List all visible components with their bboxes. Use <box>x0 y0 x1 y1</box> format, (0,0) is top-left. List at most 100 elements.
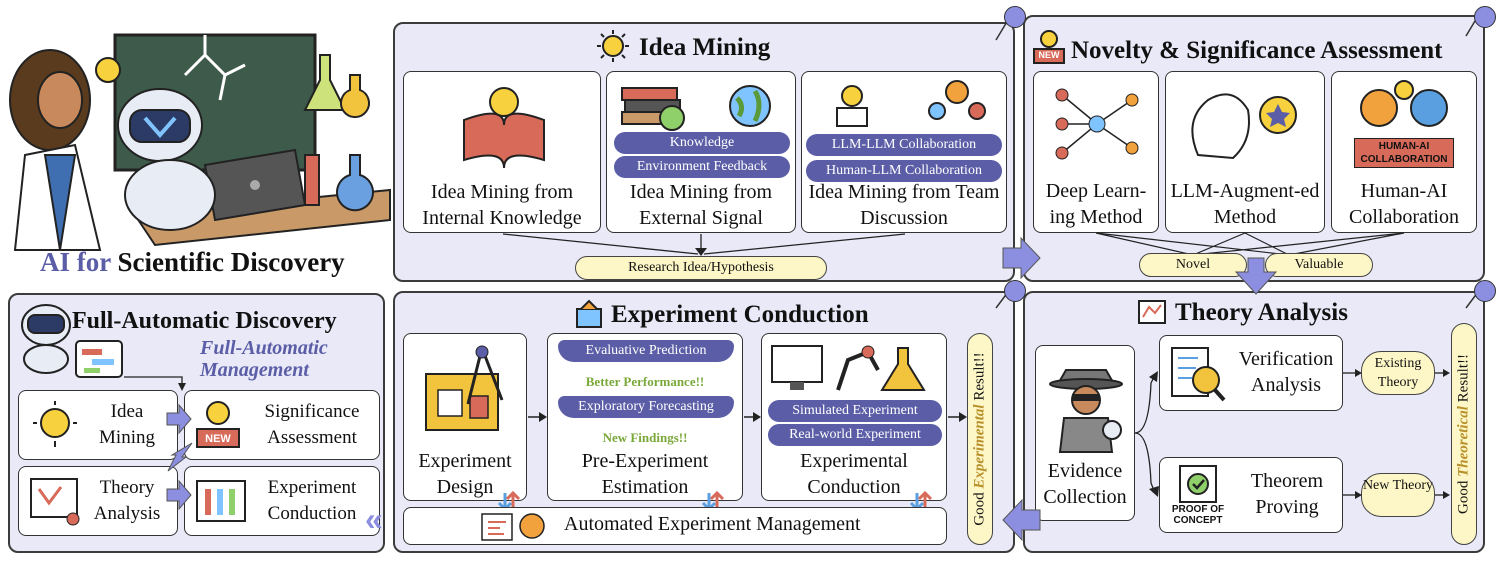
new-badge-icon: NEW <box>1032 29 1066 65</box>
experiment-title: Experiment Conduction <box>611 301 869 328</box>
hero-main-title: Scientific Discovery <box>117 247 345 277</box>
evidence-label: Evidence Collection <box>1043 460 1127 508</box>
detective-icon <box>1046 354 1126 454</box>
tag-evaluative-prediction: Evaluative Prediction <box>558 340 734 362</box>
robot-icon <box>18 303 76 375</box>
significance-new-icon: NEW <box>193 397 243 453</box>
full-auto-panel: Full-Automatic Discovery Full-Automatic … <box>8 293 385 553</box>
idea-mining-icon <box>595 28 631 64</box>
connector-dot <box>1004 6 1026 28</box>
module-theory-analysis-label: Theory Analysis <box>93 477 161 524</box>
theory-icon <box>1137 297 1169 329</box>
novelty-title: Novelty & Significance Assessment <box>1071 37 1443 64</box>
novelty-card-llm-label: LLM-Augment-ed Method <box>1170 180 1320 228</box>
theoretical-result-badge: Good Theoretical Result!! <box>1451 323 1477 545</box>
globe-icon <box>725 76 775 131</box>
hero-prefix: AI for <box>40 247 111 277</box>
hero-illustration <box>5 15 391 251</box>
pre-experiment-card: Evaluative Prediction Better Performance… <box>547 333 743 501</box>
books-check-icon <box>617 78 687 133</box>
theory-board-icon <box>27 473 83 529</box>
proof-badge-text: PROOF OF CONCEPT <box>1171 504 1225 526</box>
novelty-card-human-ai: HUMAN-AI COLLABORATION Human-AI Collabor… <box>1331 71 1477 233</box>
tag-exploratory-forecasting: Exploratory Forecasting <box>558 396 734 418</box>
theory-flow-arrows <box>1134 369 1450 499</box>
tag-knowledge: Knowledge <box>614 132 790 154</box>
valuable-output: Valuable <box>1265 253 1373 277</box>
research-idea-output: Research Idea/Hypothesis <box>575 256 827 280</box>
pre-experiment-label: Pre-Experiment Estimation <box>581 450 709 498</box>
note-new-findings: New Findings!! <box>602 430 688 445</box>
people-gear-icon <box>922 76 992 131</box>
idea-card-team: LLM-LLM Collaboration Human-LLM Collabor… <box>801 71 1007 233</box>
proving-card: PROOF OF CONCEPT Theorem Proving <box>1159 457 1343 533</box>
theory-panel: Theory Analysis Evidence Collection Veri… <box>1023 291 1485 553</box>
verification-card: Verification Analysis <box>1159 335 1343 411</box>
block-arrow-right <box>1002 236 1041 280</box>
brain-star-icon <box>1178 80 1314 168</box>
human-ai-collab-banner: HUMAN-AI COLLABORATION <box>1354 138 1454 168</box>
chevron-left-icon: « <box>365 501 383 537</box>
idea-merge-arrows <box>502 233 906 256</box>
existing-theory-output: Existing Theory <box>1361 351 1435 395</box>
experimental-conduction-card: Simulated Experiment Real-world Experime… <box>761 333 947 501</box>
sync-arrows-icon <box>497 490 933 512</box>
block-arrow-left <box>1002 498 1041 542</box>
full-auto-subtitle: Full-Automatic Management <box>200 337 328 381</box>
book-bulb-icon <box>459 80 549 170</box>
module-experiment-label: Experiment Conduction <box>267 477 357 524</box>
module-significance-label: Significance Assessment <box>264 401 360 448</box>
experiment-design-label: Experiment Design <box>418 450 512 498</box>
gantt-icon <box>74 337 124 379</box>
lab-equipment-icon <box>768 340 942 396</box>
module-idea-mining-label: Idea Mining <box>99 401 155 448</box>
idea-card-external: Knowledge Environment Feedback Idea Mini… <box>606 71 796 233</box>
significance-badge-text: NEW <box>205 433 231 445</box>
experiment-robot-icon <box>573 299 605 331</box>
experiment-design-card: Experiment Design <box>403 333 527 501</box>
new-badge-text: NEW <box>1038 50 1060 60</box>
management-icons <box>480 510 554 542</box>
idea-card-internal-label: Idea Mining from Internal Knowledge <box>422 181 582 229</box>
tag-environment-feedback: Environment Feedback <box>614 156 790 178</box>
novelty-card-deep-learning: Deep Learn-ing Method <box>1033 71 1159 233</box>
verification-label: Verification Analysis <box>1238 348 1334 396</box>
novel-output: Novel <box>1139 253 1247 277</box>
idea-bulb-icon <box>27 397 83 453</box>
experimental-result-badge: Good Experimental Result!! <box>967 333 993 545</box>
proof-concept-icon: PROOF OF CONCEPT <box>1166 464 1230 528</box>
theory-title: Theory Analysis <box>1175 299 1348 326</box>
tag-simulated-experiment: Simulated Experiment <box>768 400 942 422</box>
novelty-card-human-ai-label: Human-AI Collaboration <box>1349 180 1459 228</box>
neural-network-icon <box>1052 80 1142 168</box>
novelty-card-llm: LLM-Augment-ed Method <box>1165 71 1325 233</box>
idea-card-team-label: Idea Mining from Team Discussion <box>808 181 1000 229</box>
experiment-panel: Experiment Conduction Experiment Design … <box>393 291 1015 553</box>
new-theory-output: New Theory <box>1361 473 1435 517</box>
idea-card-internal: Idea Mining from Internal Knowledge <box>403 71 601 233</box>
idea-card-external-label: Idea Mining from External Signal <box>629 181 773 229</box>
full-auto-flow-arrow <box>124 376 186 391</box>
idea-mining-title: Idea Mining <box>639 34 771 61</box>
module-significance: NEW Significance Assessment <box>184 390 380 460</box>
experimental-conduction-label: Experimental Conduction <box>800 450 908 498</box>
block-arrow-down <box>1234 257 1278 295</box>
evidence-card: Evidence Collection <box>1035 345 1135 521</box>
proving-label: Theorem Proving <box>1250 470 1324 518</box>
team-discussion-icon <box>822 78 882 130</box>
automated-management-bar: Automated Experiment Management <box>403 507 947 545</box>
idea-mining-panel: Idea Mining Idea Mining from Internal Kn… <box>393 22 1015 282</box>
experiment-flow-arrows <box>497 412 967 512</box>
test-tubes-icon <box>193 473 249 529</box>
full-auto-block-arrows: « <box>166 403 383 537</box>
connector-dot <box>1474 6 1496 28</box>
blueprint-compass-icon <box>418 344 514 440</box>
tag-human-llm-collaboration: Human-LLM Collaboration <box>806 160 1002 182</box>
human-ai-collab-icon <box>1354 78 1454 138</box>
verification-magnifier-icon <box>1168 344 1228 404</box>
hero-title: AI for Scientific Discovery <box>40 247 345 278</box>
novelty-panel: NEW Novelty & Significance Assessment De… <box>1023 15 1485 282</box>
scientist-robot-icon <box>9 33 391 251</box>
note-better-performance: Better Performance!! <box>585 374 705 389</box>
